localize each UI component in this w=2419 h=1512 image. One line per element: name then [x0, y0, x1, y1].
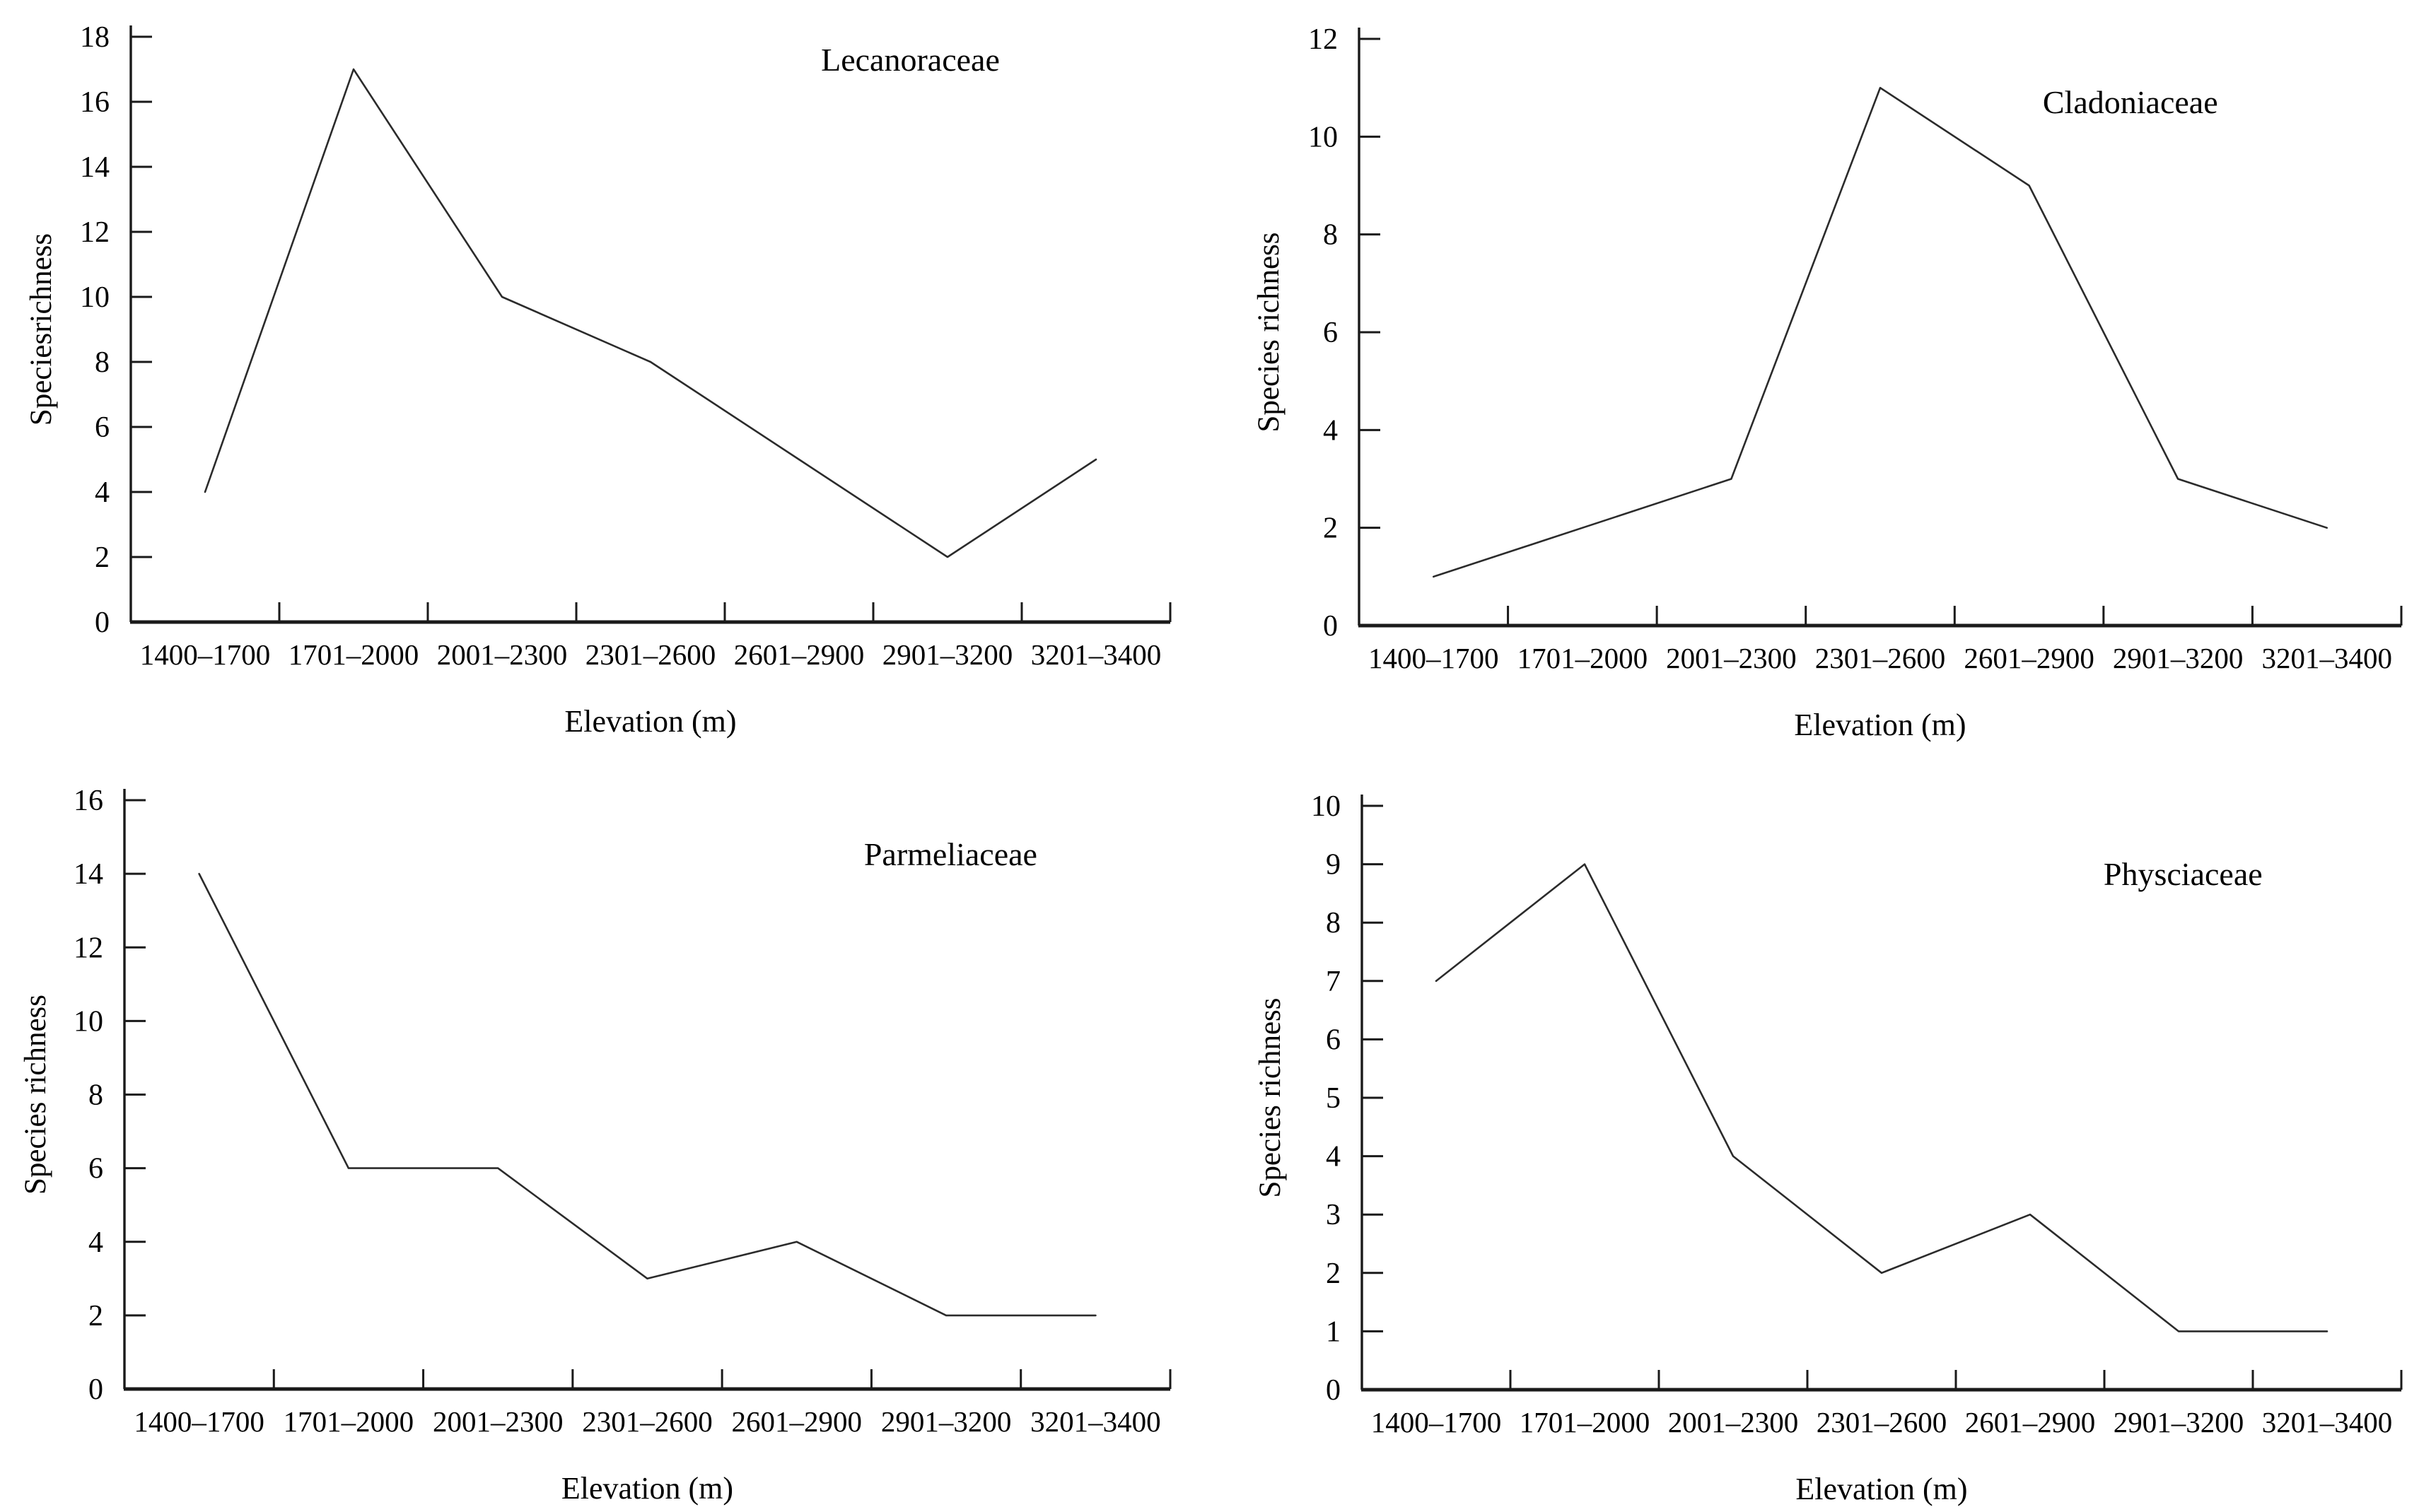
- y-tick-label: 10: [74, 1005, 103, 1038]
- y-tick-label: 8: [1326, 907, 1341, 939]
- y-tick-label: 12: [74, 932, 103, 964]
- y-tick-label: 8: [95, 346, 110, 379]
- y-tick-label: 4: [1326, 1141, 1341, 1173]
- x-axis-title: Elevation (m): [561, 1471, 733, 1506]
- y-tick-label: 2: [1323, 512, 1338, 545]
- x-tick-label: 2301–2600: [1817, 1406, 1947, 1438]
- y-tick-label: 8: [88, 1079, 103, 1112]
- x-tick-label: 3201–3400: [2261, 642, 2392, 674]
- series-line: [198, 872, 1097, 1317]
- y-tick-label: 18: [80, 21, 110, 54]
- y-tick-label: 6: [95, 411, 110, 444]
- x-tick-label: 1400–1700: [1368, 642, 1499, 674]
- y-tick-label: 2: [88, 1300, 103, 1332]
- y-tick-label: 10: [80, 281, 110, 314]
- chart-cladoniaceae: 0 2 4 6 8 10 12 1400–1700 1701–2000 2001–2300 2301…: [1209, 0, 2419, 756]
- y-tick-label: 14: [74, 858, 103, 891]
- y-tick-label: 0: [1326, 1374, 1341, 1407]
- y-tick-label: 14: [80, 151, 110, 184]
- x-tick-label: 2001–2300: [433, 1405, 564, 1438]
- x-tick-label: 2901–3200: [2114, 1406, 2244, 1438]
- chart-title: Cladoniaceae: [2043, 84, 2218, 120]
- y-tick-label: 1: [1326, 1315, 1341, 1348]
- x-tick-label: 2601–2900: [1964, 642, 2094, 674]
- y-tick-label: 6: [1326, 1024, 1341, 1056]
- x-tick-label: 2301–2600: [1815, 642, 1946, 674]
- chart-physciaceae: 0 1 2 3 4 5 6 7 8 9 10 1400–1700 1701–2000 2001–2300 2…: [1209, 756, 2419, 1512]
- y-tick-label: 16: [80, 86, 110, 119]
- y-tick-label: 8: [1323, 219, 1338, 252]
- y-tick-label: 5: [1326, 1082, 1341, 1115]
- y-tick-label: 7: [1326, 966, 1341, 998]
- x-tick-label: 1400–1700: [140, 638, 271, 671]
- x-tick-label: 1400–1700: [1371, 1406, 1502, 1438]
- x-tick-label: 2001–2300: [1668, 1406, 1799, 1438]
- y-tick-label: 6: [1323, 317, 1338, 349]
- y-tick-label: 0: [88, 1373, 103, 1406]
- y-tick-label: 4: [88, 1226, 103, 1259]
- y-tick-label: 16: [74, 785, 103, 817]
- x-tick-label: 1701–2000: [1517, 642, 1648, 674]
- chart-parmeliaceae: 0 2 4 6 8 10 12 14 16 1400–1700 1701–2000 2001–2300…: [0, 756, 1209, 1512]
- y-tick-label: 0: [1323, 610, 1338, 643]
- y-tick-label: 4: [1323, 414, 1338, 447]
- y-tick-label: 4: [95, 476, 110, 509]
- chart-title: Physciaceae: [2104, 856, 2263, 892]
- x-tick-label: 2901–3200: [881, 1405, 1012, 1438]
- x-tick-label: 2301–2600: [582, 1405, 713, 1438]
- chart-canvas-cladoniaceae: 0 2 4 6 8 10 12 1400–1700 1701–2000 2001–2300 2301…: [1252, 23, 2403, 742]
- y-tick-label: 10: [1308, 121, 1338, 153]
- x-tick-label: 2601–2900: [732, 1405, 863, 1438]
- y-tick-label: 12: [1308, 23, 1338, 56]
- y-tick-label: 12: [80, 216, 110, 249]
- chart-lecanoraceae: 0 2 4 6 8 10 12 14 16 18 1400–1700 1701–2000 2001–23…: [0, 0, 1209, 756]
- x-tick-label: 2901–3200: [882, 638, 1013, 671]
- x-tick-label: 2001–2300: [437, 638, 568, 671]
- y-tick-label: 9: [1326, 849, 1341, 881]
- chart-canvas-physciaceae: 0 1 2 3 4 5 6 7 8 9 10 1400–1700 1701–2000 2001–2300 2…: [1254, 790, 2403, 1506]
- x-tick-label: 3201–3400: [2262, 1406, 2393, 1438]
- x-tick-label: 3201–3400: [1030, 1405, 1161, 1438]
- y-tick-label: 10: [1311, 790, 1341, 823]
- series-line: [204, 68, 1097, 558]
- x-tick-label: 3201–3400: [1031, 638, 1162, 671]
- x-axis-title: Elevation (m): [564, 704, 736, 739]
- series-line: [1435, 863, 2328, 1332]
- chart-canvas-lecanoraceae: 0 2 4 6 8 10 12 14 16 18 1400–1700 1701–2000 2001–23…: [25, 21, 1172, 739]
- y-tick-label: 2: [95, 541, 110, 574]
- y-tick-label: 3: [1326, 1199, 1341, 1231]
- chart-title: Parmeliaceae: [864, 836, 1037, 872]
- chart-title: Lecanoraceae: [821, 42, 1000, 78]
- x-tick-label: 2601–2900: [734, 638, 865, 671]
- x-tick-label: 1701–2000: [284, 1405, 414, 1438]
- y-axis-title: Species richness: [1254, 997, 1287, 1197]
- y-tick-label: 2: [1326, 1258, 1341, 1290]
- x-tick-label: 1701–2000: [288, 638, 419, 671]
- series-line: [1432, 86, 2328, 578]
- x-tick-label: 2901–3200: [2113, 642, 2244, 674]
- x-tick-label: 2301–2600: [585, 638, 716, 671]
- y-axis-title: Speciesrichness: [25, 233, 58, 426]
- x-tick-label: 1400–1700: [134, 1405, 264, 1438]
- y-tick-label: 6: [88, 1153, 103, 1185]
- x-axis-title: Elevation (m): [1795, 1472, 1967, 1506]
- chart-canvas-parmeliaceae: 0 2 4 6 8 10 12 14 16 1400–1700 1701–2000 2001–2300…: [19, 785, 1172, 1506]
- y-axis-title: Species richness: [19, 995, 52, 1195]
- x-tick-label: 2601–2900: [1965, 1406, 2096, 1438]
- x-tick-label: 2001–2300: [1666, 642, 1797, 674]
- y-tick-label: 0: [95, 606, 110, 639]
- x-axis-title: Elevation (m): [1794, 708, 1966, 742]
- x-tick-label: 1701–2000: [1520, 1406, 1650, 1438]
- y-axis-title: Species richness: [1252, 232, 1286, 432]
